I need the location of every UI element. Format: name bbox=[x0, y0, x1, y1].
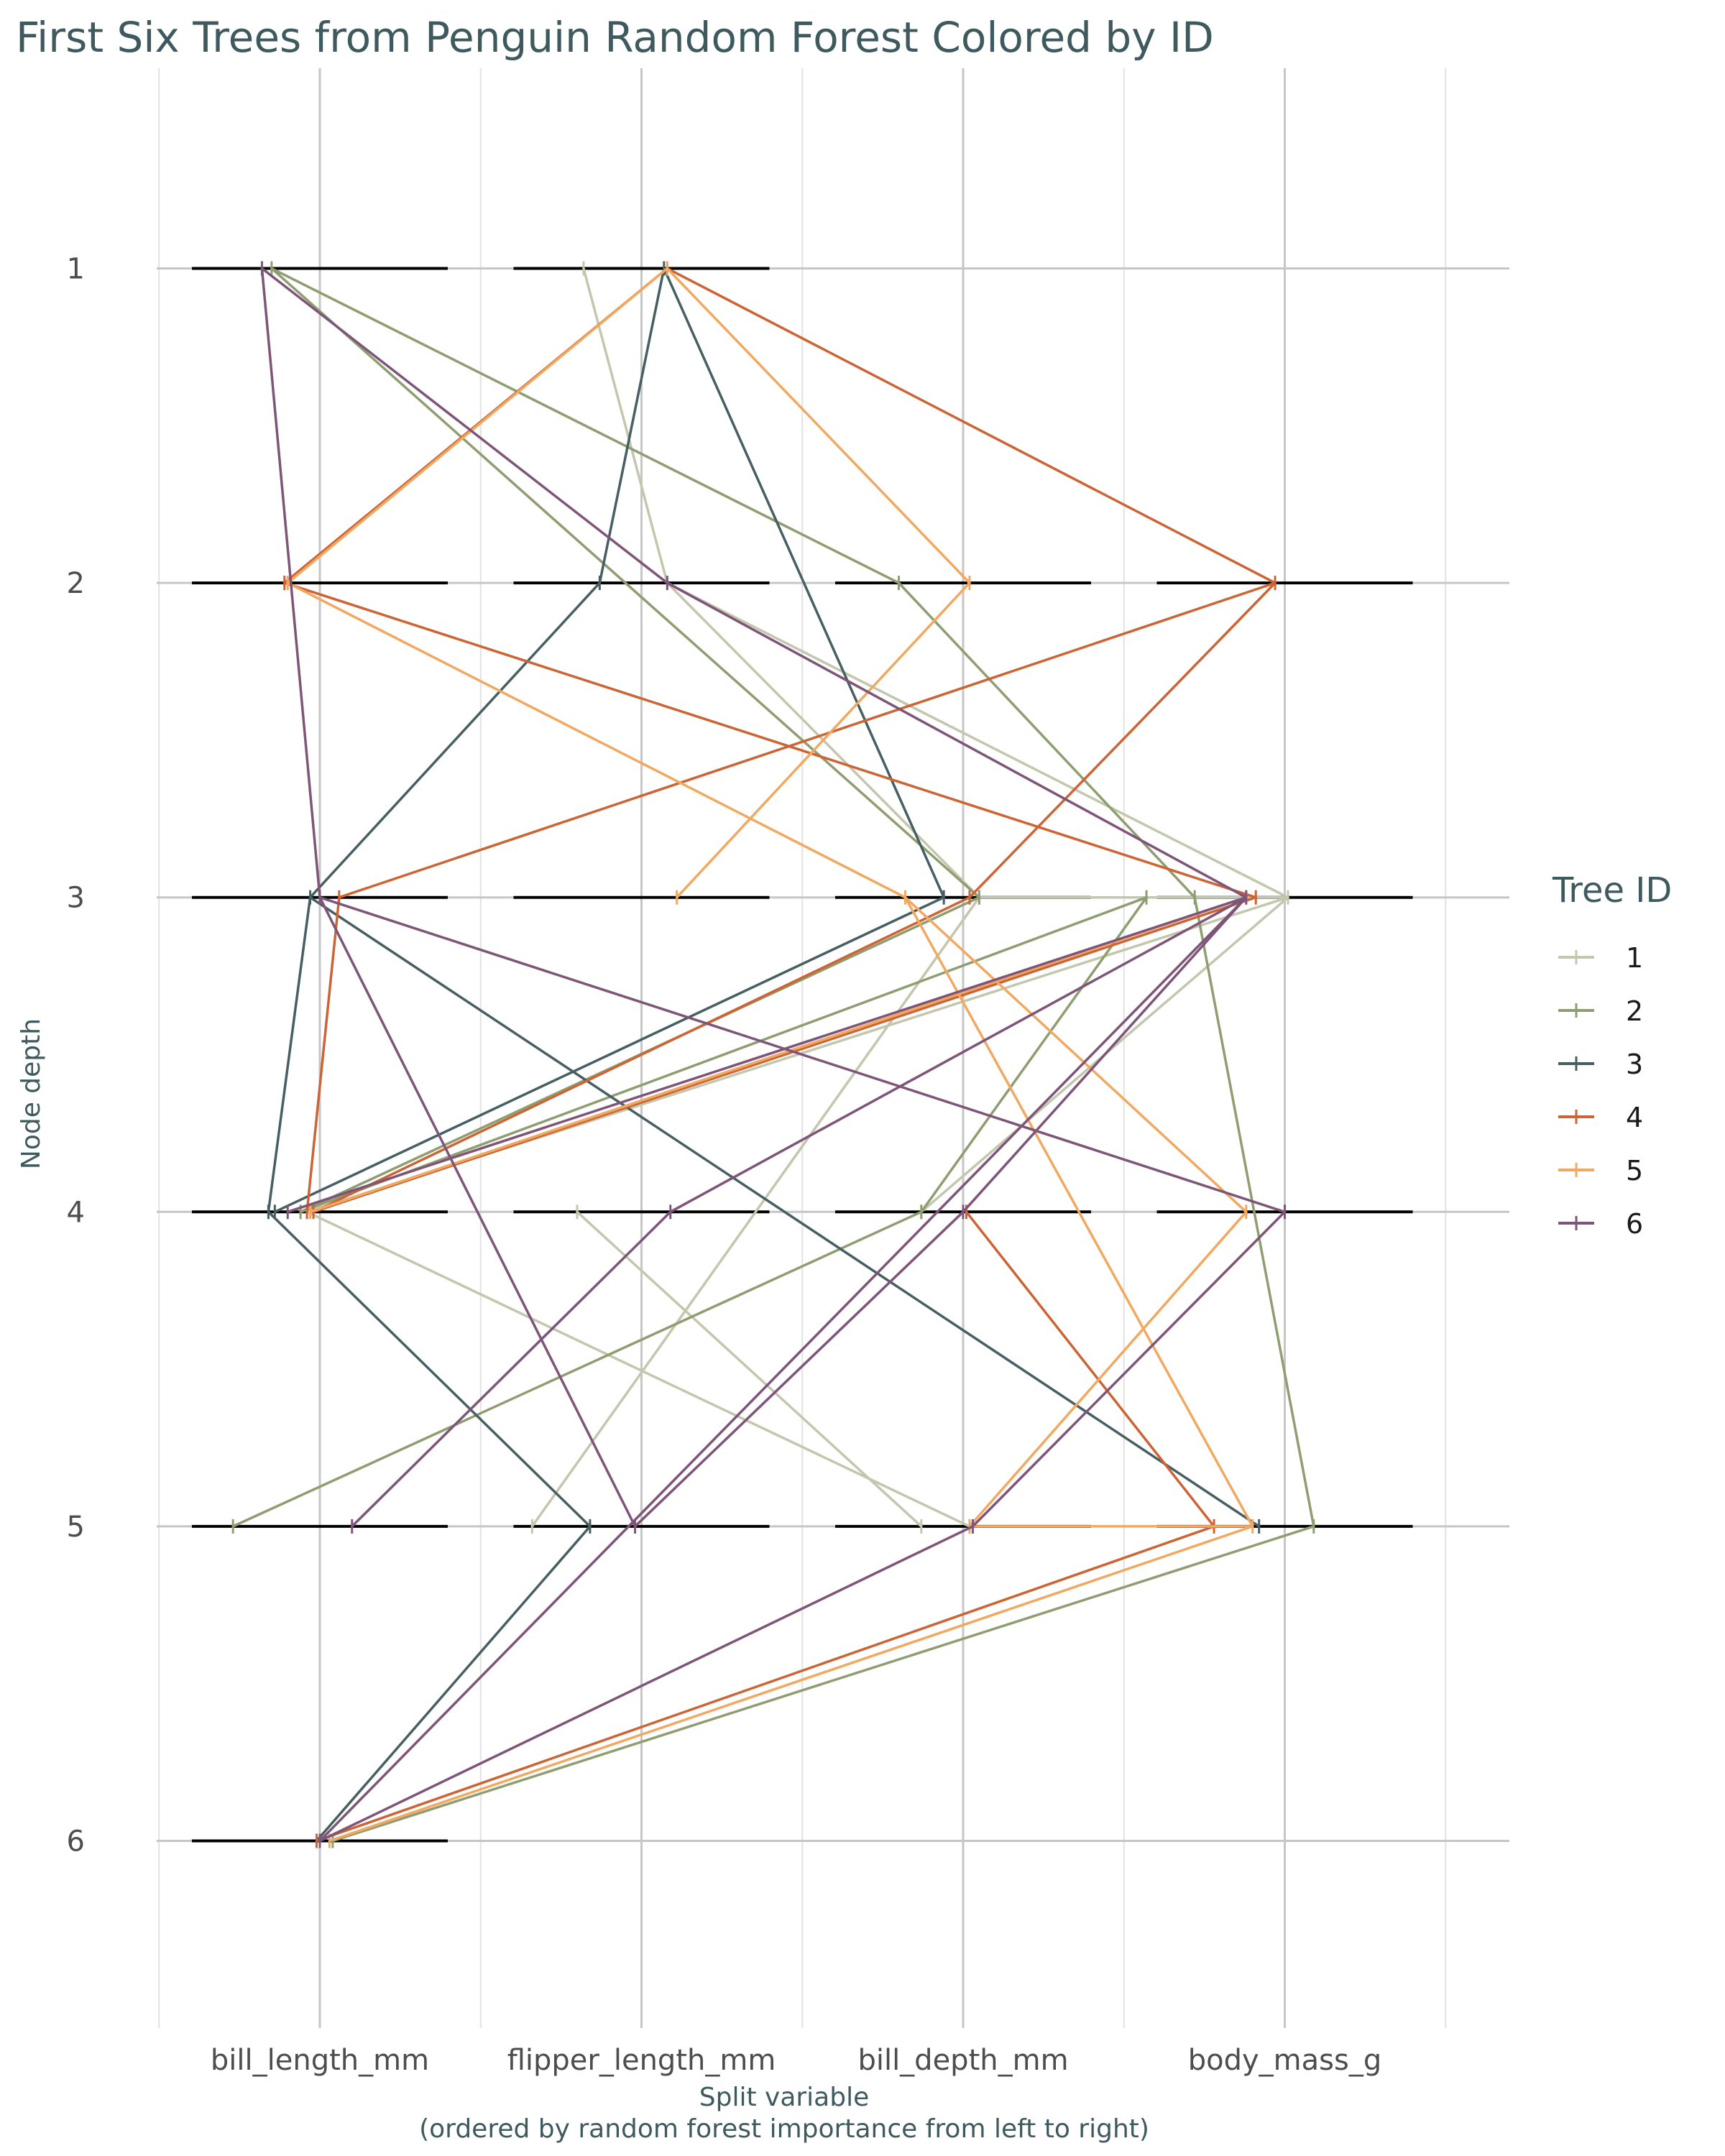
series-edge bbox=[338, 581, 1276, 899]
series-edge bbox=[965, 1210, 1215, 1528]
legend-label: 5 bbox=[1626, 1155, 1643, 1187]
series-edge bbox=[286, 895, 1248, 1214]
series-edge bbox=[231, 1210, 923, 1528]
series-edge bbox=[968, 581, 1276, 899]
y-tick-label: 2 bbox=[67, 567, 85, 600]
series-edge bbox=[666, 267, 971, 584]
series-edge bbox=[286, 267, 669, 584]
legend-items: 1 2 3 4 5 6 bbox=[1558, 942, 1643, 1240]
tick-labels: 1 2 3 4 5 6 bill_length_mm flipper_length_mm bil… bbox=[67, 253, 1382, 2078]
series-edge bbox=[308, 581, 602, 899]
legend-label: 6 bbox=[1626, 1208, 1643, 1240]
x-tick-label: bill_depth_mm bbox=[857, 2044, 1068, 2077]
series-edge bbox=[308, 895, 1261, 1528]
legend-title: Tree ID bbox=[1552, 870, 1672, 911]
series-tree-6 bbox=[260, 261, 1287, 1848]
series-edge bbox=[903, 895, 1254, 1528]
series-edge bbox=[351, 1210, 672, 1528]
y-tick-label: 6 bbox=[67, 1825, 85, 1858]
series-tree-1 bbox=[305, 261, 1289, 1534]
series-edge bbox=[283, 581, 1257, 899]
legend-label: 1 bbox=[1626, 942, 1643, 974]
series-edge bbox=[666, 581, 1248, 899]
series-edge bbox=[675, 581, 971, 899]
chart-title: First Six Trees from Penguin Random Fore… bbox=[16, 13, 1214, 62]
x-tick-label: flipper_length_mm bbox=[507, 2044, 776, 2077]
series-edge bbox=[318, 895, 637, 1528]
legend-item: 6 bbox=[1558, 1208, 1643, 1240]
series-edge bbox=[331, 1525, 1315, 1843]
series-edge bbox=[962, 895, 1248, 1214]
grid bbox=[157, 68, 1509, 2028]
series-edge bbox=[530, 895, 981, 1528]
series-edge bbox=[312, 895, 1257, 1214]
series-edge bbox=[576, 1210, 923, 1528]
y-tick-label: 1 bbox=[67, 253, 85, 286]
series-edge bbox=[299, 895, 1148, 1214]
x-tick-label: bill_length_mm bbox=[211, 2044, 429, 2077]
series-edge bbox=[920, 895, 1148, 1214]
series-edge bbox=[318, 1525, 975, 1843]
legend-item: 3 bbox=[1558, 1049, 1643, 1080]
series-edge bbox=[273, 895, 945, 1214]
legend: Tree ID 1 2 3 4 5 6 bbox=[1552, 870, 1672, 1240]
y-axis-title: Node depth bbox=[17, 1018, 46, 1169]
series-edge bbox=[669, 895, 1248, 1214]
series-edge bbox=[666, 581, 1289, 899]
series-edge bbox=[663, 267, 945, 899]
series-edge bbox=[582, 267, 669, 584]
series-edge bbox=[971, 1210, 1287, 1528]
series-edge bbox=[903, 895, 1248, 1214]
x-axis-title: Split variable bbox=[699, 2083, 870, 2112]
series-edge bbox=[267, 895, 312, 1214]
legend-item: 1 bbox=[1558, 942, 1643, 974]
y-tick-label: 4 bbox=[67, 1196, 85, 1229]
legend-item: 5 bbox=[1558, 1155, 1643, 1187]
series-edge bbox=[968, 1210, 1248, 1528]
legend-item: 4 bbox=[1558, 1102, 1643, 1133]
series-edge bbox=[305, 895, 341, 1214]
series-edge bbox=[270, 267, 981, 899]
series-tree-2 bbox=[231, 261, 1315, 1848]
series-edge bbox=[318, 895, 1248, 1843]
legend-label: 4 bbox=[1626, 1102, 1643, 1133]
series-edge bbox=[318, 895, 1287, 1214]
series-edge bbox=[633, 1210, 965, 1528]
series-lines bbox=[231, 261, 1315, 1848]
legend-item: 2 bbox=[1558, 995, 1643, 1027]
y-tick-label: 3 bbox=[67, 882, 85, 915]
x-tick-label: body_mass_g bbox=[1188, 2044, 1381, 2077]
y-tick-label: 5 bbox=[67, 1511, 85, 1544]
series-edge bbox=[328, 1525, 1254, 1843]
legend-label: 2 bbox=[1626, 995, 1643, 1027]
series-edge bbox=[286, 581, 907, 899]
series-edge bbox=[315, 1525, 1215, 1843]
series-tree-4 bbox=[283, 261, 1276, 1848]
series-edge bbox=[312, 895, 971, 1214]
series-edge bbox=[666, 267, 1276, 584]
legend-label: 3 bbox=[1626, 1049, 1643, 1080]
series-edge bbox=[270, 267, 901, 584]
series-edge bbox=[598, 267, 666, 584]
series-edge bbox=[305, 1210, 971, 1528]
series-edge bbox=[897, 581, 1196, 899]
series-tree-3 bbox=[267, 261, 1261, 1848]
series-edge bbox=[260, 267, 321, 899]
series-edge bbox=[1193, 895, 1315, 1528]
x-axis-subtitle: (ordered by random forest importance fro… bbox=[419, 2114, 1149, 2144]
series-edge bbox=[315, 1525, 592, 1843]
series-edge bbox=[267, 1210, 592, 1528]
series-edge bbox=[260, 267, 669, 584]
